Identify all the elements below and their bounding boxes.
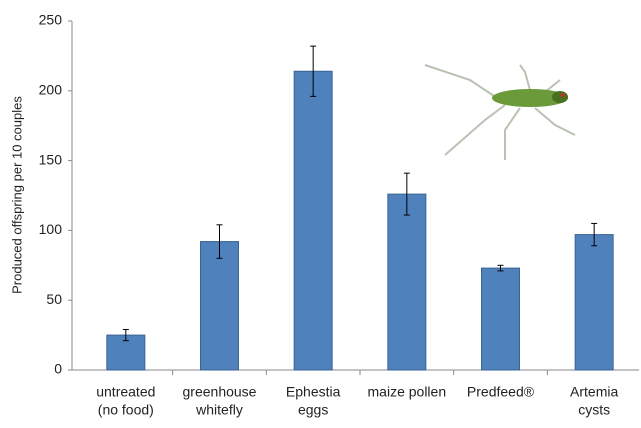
y-tick-label: 50: [46, 291, 62, 307]
bar: [388, 194, 426, 370]
x-tick-label: eggs: [298, 402, 328, 418]
y-tick-label: 250: [39, 12, 63, 28]
x-tick-label: (no food): [98, 402, 154, 418]
y-tick-label: 200: [39, 82, 63, 98]
bar: [575, 235, 613, 370]
insect-picture: [425, 65, 575, 160]
bar: [201, 242, 239, 370]
y-axis-label: Produced offspring per 10 couples: [9, 96, 24, 294]
x-tick-label: whitefly: [195, 402, 243, 418]
y-tick-label: 0: [54, 361, 62, 377]
chart: Produced offspring per 10 couples 0 50 100…: [0, 0, 641, 423]
x-tick-label: maize pollen: [368, 384, 447, 400]
x-tick-label: Predfeed®: [467, 384, 535, 400]
x-tick-label: untreated: [96, 384, 155, 400]
x-tick-label: cysts: [578, 402, 610, 418]
x-tick-label: Ephestia: [286, 384, 341, 400]
bar: [482, 268, 520, 370]
x-tick-label: Artemia: [570, 384, 618, 400]
y-tick-label: 150: [39, 151, 63, 167]
x-tick-label: greenhouse: [183, 384, 257, 400]
bar: [294, 71, 332, 370]
y-tick-label: 100: [39, 221, 63, 237]
